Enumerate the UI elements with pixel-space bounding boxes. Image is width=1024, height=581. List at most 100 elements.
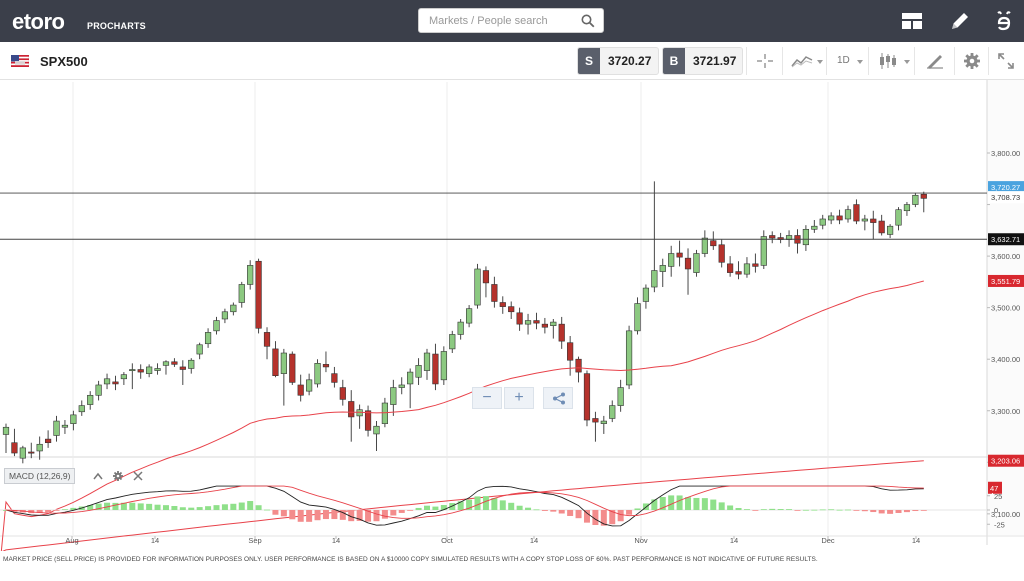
etoro-e-icon[interactable] [992,9,1016,33]
candle-up [221,311,229,320]
macd-histogram-bar [853,510,860,511]
zoom-out-button[interactable]: − [472,387,502,409]
candle-down [920,193,927,199]
macd-histogram-bar [710,499,717,510]
candle-up [550,321,557,326]
level-badge: 3,632.71 [991,235,1020,244]
candle-down [516,312,523,325]
search-box[interactable] [418,8,604,33]
candle-up [844,209,852,220]
candle-down [491,284,498,302]
macd-histogram-bar [760,509,767,511]
price-chart[interactable]: 3,800.00 3,600.00 3,500.00 3,400.00 3,300.00… [0,80,1024,551]
candle-down [853,204,860,222]
macd-histogram-bar [466,499,473,510]
zoom-in-button[interactable]: + [504,387,534,409]
candle-up [390,387,397,405]
macd-histogram-bar [634,508,641,510]
macd-histogram-bar [415,507,422,510]
candle-down [575,358,582,373]
candle-up [87,394,94,405]
macd-histogram-bar [870,510,877,513]
chart-background [0,80,1024,551]
buy-price-box[interactable]: B 3721.97 [662,47,743,75]
macd-histogram-bar [651,499,658,510]
macd-histogram-bar [53,510,60,511]
candle-down [878,220,885,234]
macd-histogram-bar [179,507,186,510]
macd-histogram-bar [516,505,523,510]
etoro-logo[interactable]: etoro [12,9,65,34]
macd-histogram-bar [322,510,329,520]
timeframe-button[interactable]: 1D [826,47,868,75]
macd-histogram-bar [398,510,405,513]
macd-histogram-bar [794,510,801,511]
candle-up [449,334,456,350]
candle-up [238,284,245,303]
time-axis-label: Aug [65,536,78,545]
drawing-ruler-icon [927,55,943,69]
macd-histogram-bar [752,510,759,511]
fullscreen-button[interactable] [988,47,1024,75]
layout-icon[interactable] [900,9,924,33]
macd-histogram-bar [482,496,489,510]
macd-histogram-bar [112,502,119,510]
candle-down [676,252,683,258]
crosshair-button[interactable] [746,47,782,75]
macd-histogram-bar [802,509,809,511]
time-axis-label: 14 [730,536,738,545]
macd-histogram-bar [811,509,818,511]
move-up-icon[interactable] [93,472,103,480]
macd-histogram-bar [230,503,237,510]
macd-histogram-bar [819,509,826,511]
candle-down [171,361,178,365]
macd-histogram-bar [836,509,843,511]
candle-up [407,371,414,385]
time-axis-label: Dec [821,536,835,545]
search-input[interactable] [419,9,579,32]
candle-up [642,287,650,302]
share-button[interactable] [543,387,573,409]
time-axis-label: 14 [912,536,920,545]
settings-button[interactable] [954,47,988,75]
candle-down [508,306,515,313]
candle-up [811,225,818,230]
chart-type-button[interactable] [782,47,826,75]
price-tick-label: 3,500.00 [991,304,1020,313]
candle-down [752,263,759,267]
search-icon[interactable] [581,14,595,28]
macd-histogram-bar [171,505,178,510]
macd-histogram-bar [449,503,456,510]
candle-down [263,332,271,347]
macd-histogram-bar [878,510,885,514]
drawing-tools-button[interactable] [914,47,954,75]
candle-up [701,237,708,254]
candle-up [381,402,389,424]
candle-down [583,373,591,421]
macd-legend[interactable]: MACD (12,26,9) [4,468,76,484]
candles-button[interactable] [868,47,914,75]
candle-down [297,384,304,396]
candle-up [651,270,658,288]
top-bar: etoro PROCHARTS [0,0,1024,42]
disclaimer-text: MARKET PRICE (SELL PRICE) IS PROVIDED FO… [3,556,818,563]
ma-fast-badge: 3,551.79 [991,277,1020,286]
price-tick-label: 3,800.00 [991,149,1020,158]
macd-histogram-bar [777,509,784,510]
pencil-icon[interactable] [948,9,972,33]
current-price-hidden-badge: 3,708.73 [991,193,1020,202]
candle-up [819,218,826,226]
candle-up [78,405,85,413]
close-icon[interactable] [133,471,143,481]
candle-up [634,303,641,332]
macd-histogram-bar [87,505,94,510]
macd-histogram-bar [508,502,515,510]
macd-histogram-bar [95,503,102,510]
candle-down [482,270,490,284]
price-tick-label: 3,400.00 [991,355,1020,364]
candle-down [558,323,565,342]
candle-up [802,228,809,246]
gear-icon[interactable] [113,471,123,481]
time-axis-label: Nov [634,536,648,545]
sell-price-box[interactable]: S 3720.27 [577,47,659,75]
